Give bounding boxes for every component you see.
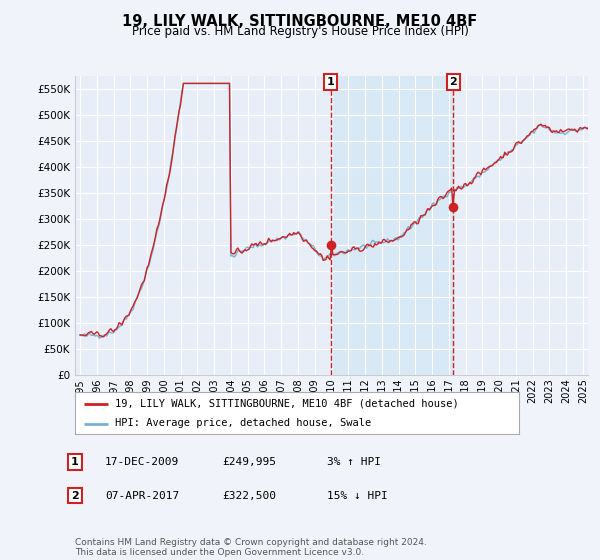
Text: 07-APR-2017: 07-APR-2017 [105, 491, 179, 501]
Text: 1: 1 [71, 457, 79, 467]
Text: 1: 1 [327, 77, 335, 87]
Text: 15% ↓ HPI: 15% ↓ HPI [327, 491, 388, 501]
Text: Contains HM Land Registry data © Crown copyright and database right 2024.
This d: Contains HM Land Registry data © Crown c… [75, 538, 427, 557]
Text: HPI: Average price, detached house, Swale: HPI: Average price, detached house, Swal… [115, 418, 371, 428]
Text: Price paid vs. HM Land Registry's House Price Index (HPI): Price paid vs. HM Land Registry's House … [131, 25, 469, 38]
Text: £249,995: £249,995 [222, 457, 276, 467]
Text: £322,500: £322,500 [222, 491, 276, 501]
Text: 19, LILY WALK, SITTINGBOURNE, ME10 4BF: 19, LILY WALK, SITTINGBOURNE, ME10 4BF [122, 14, 478, 29]
Text: 19, LILY WALK, SITTINGBOURNE, ME10 4BF (detached house): 19, LILY WALK, SITTINGBOURNE, ME10 4BF (… [115, 399, 459, 409]
Text: 2: 2 [71, 491, 79, 501]
Bar [331, 76, 454, 375]
Text: 17-DEC-2009: 17-DEC-2009 [105, 457, 179, 467]
Text: 2: 2 [449, 77, 457, 87]
Text: 3% ↑ HPI: 3% ↑ HPI [327, 457, 381, 467]
